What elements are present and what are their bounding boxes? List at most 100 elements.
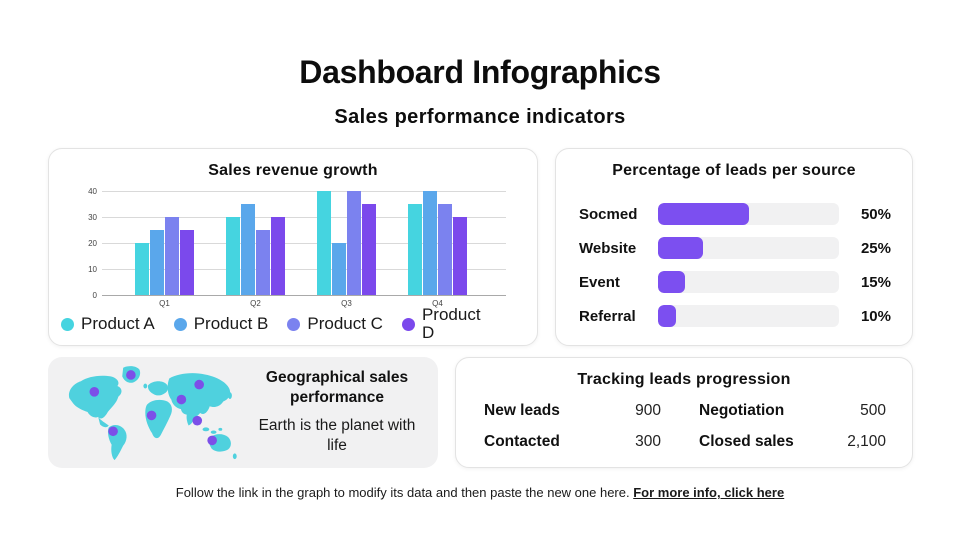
footer-note: Follow the link in the graph to modify i… [0, 485, 960, 500]
leads-chart-title: Percentage of leads per source [612, 162, 856, 179]
gridline-y-30 [102, 217, 506, 218]
tracking-label-negotiation: Negotiation [699, 402, 785, 419]
lead-label-website: Website [579, 239, 637, 257]
lead-bar-website [658, 237, 704, 259]
lead-bar-socmed [658, 203, 749, 225]
legend-dot-product-c [287, 317, 301, 331]
lead-percent-website: 25% [860, 239, 891, 257]
bar-q1-product-b [150, 230, 164, 295]
bar-q1-product-a [135, 243, 149, 295]
map-landmass [232, 453, 237, 460]
x-axis-tick-q2: Q2 [250, 299, 261, 308]
y-axis-tick-30: 30 [88, 213, 97, 222]
y-axis-tick-0: 0 [92, 291, 97, 300]
map-landmass [145, 399, 172, 439]
geo-card-subtitle: Earth is the planet with life [258, 417, 416, 455]
bar-group-q2 [226, 204, 285, 295]
card-geographical-sales: Geographical sales performance Earth is … [48, 357, 438, 468]
map-landmass [147, 381, 169, 396]
map-landmass [210, 430, 217, 434]
legend-item-product-c: Product C [287, 315, 383, 333]
lead-percent-socmed: 50% [860, 205, 891, 223]
lead-percent-referral: 10% [860, 307, 891, 325]
lead-label-event: Event [579, 273, 620, 291]
bar-q1-product-d [180, 230, 194, 295]
map-dot-3 [194, 379, 204, 390]
legend-item-product-b: Product B [173, 315, 268, 333]
card-tracking-leads: Tracking leads progression New leads 900 N… [455, 357, 913, 468]
lead-track-event [658, 271, 839, 293]
legend-label-product-c: Product C [307, 314, 383, 334]
bar-q1-product-c [165, 217, 179, 295]
tracking-value-closed-sales: 2,100 [847, 433, 886, 450]
map-landmass [167, 373, 231, 418]
tracking-label-closed-sales: Closed sales [699, 433, 794, 450]
bar-q3-product-c [347, 191, 361, 295]
bar-q3-product-d [362, 204, 376, 295]
lead-percent-event: 15% [860, 273, 891, 291]
bar-q2-product-c [256, 230, 270, 295]
map-landmass [202, 427, 210, 432]
tracking-label-contacted: Contacted [484, 433, 560, 450]
bar-q2-product-a [226, 217, 240, 295]
y-axis-tick-20: 20 [88, 239, 97, 248]
map-landmass [98, 416, 109, 428]
map-dot-5 [146, 410, 157, 421]
map-landmass [68, 375, 122, 419]
bar-q4-product-b [423, 191, 437, 295]
map-continents [68, 366, 237, 461]
bar-group-q1 [135, 217, 194, 295]
bar-q2-product-b [241, 204, 255, 295]
bar-q4-product-d [453, 217, 467, 295]
page-title: Dashboard Infographics [299, 54, 661, 90]
revenue-bar-chart-plot: 40 30 20 10 0 Q1 Q2 Q3 Q4 [88, 187, 506, 308]
bar-group-q3 [317, 191, 376, 295]
lead-row-socmed: Socmed 50% [579, 203, 891, 225]
geo-text-block: Geographical sales performance Earth is … [248, 357, 426, 468]
page-subtitle: Sales performance indicators [334, 106, 626, 128]
map-landmass [143, 383, 148, 389]
map-dot-8 [207, 435, 217, 446]
legend-label-product-a: Product A [81, 314, 155, 334]
tracking-value-contacted: 300 [635, 433, 661, 450]
legend-dot-product-a [61, 317, 74, 331]
card-leads-per-source: Percentage of leads per source Socmed 50%… [555, 148, 913, 346]
card-sales-revenue-growth: Sales revenue growth 40 30 20 10 0 Q1 Q2 Q3 Q4 P… [48, 148, 538, 346]
lead-row-referral: Referral 10% [579, 305, 891, 327]
map-landmass [218, 427, 223, 431]
tracking-label-new-leads: New leads [484, 402, 560, 419]
y-axis-tick-10: 10 [88, 265, 97, 274]
revenue-chart-legend: Product A Product B Product C Product D [61, 302, 529, 346]
gridline-y-20 [102, 243, 506, 244]
tracking-value-negotiation: 500 [860, 402, 886, 419]
map-location-dots [89, 370, 217, 446]
world-map-graphic [68, 366, 237, 461]
footer-link[interactable]: For more info, click here [633, 485, 785, 500]
tracking-value-new-leads: 900 [635, 402, 661, 419]
geo-card-title: Geographical sales performance [265, 369, 409, 406]
lead-track-website [658, 237, 839, 259]
lead-track-referral [658, 305, 839, 327]
map-dot-4 [176, 394, 187, 405]
bar-q3-product-b [332, 243, 346, 295]
lead-bar-referral [658, 305, 677, 327]
lead-bar-event [658, 271, 686, 293]
footer-text: Follow the link in the graph to modify i… [175, 485, 634, 500]
legend-dot-product-b [173, 317, 187, 331]
legend-item-product-a: Product A [61, 315, 155, 333]
bar-q4-product-a [408, 204, 422, 295]
tracking-table: New leads 900 Negotiation 500 Contacted 300 Cl… [484, 402, 886, 451]
map-dot-6 [108, 426, 118, 437]
map-landmass [228, 392, 232, 400]
bar-q2-product-d [271, 217, 285, 295]
lead-row-event: Event 15% [579, 271, 891, 293]
gridline-y-40 [102, 191, 506, 192]
map-landmass [186, 411, 196, 426]
legend-dot-product-d [401, 317, 415, 331]
map-dot-7 [192, 415, 203, 426]
x-axis-tick-q3: Q3 [341, 299, 352, 308]
lead-label-socmed: Socmed [579, 205, 638, 223]
tracking-card-title: Tracking leads progression [577, 371, 791, 388]
leads-bar-rows: Socmed 50% Website 25% Event 15% Referral 10% [579, 203, 891, 339]
